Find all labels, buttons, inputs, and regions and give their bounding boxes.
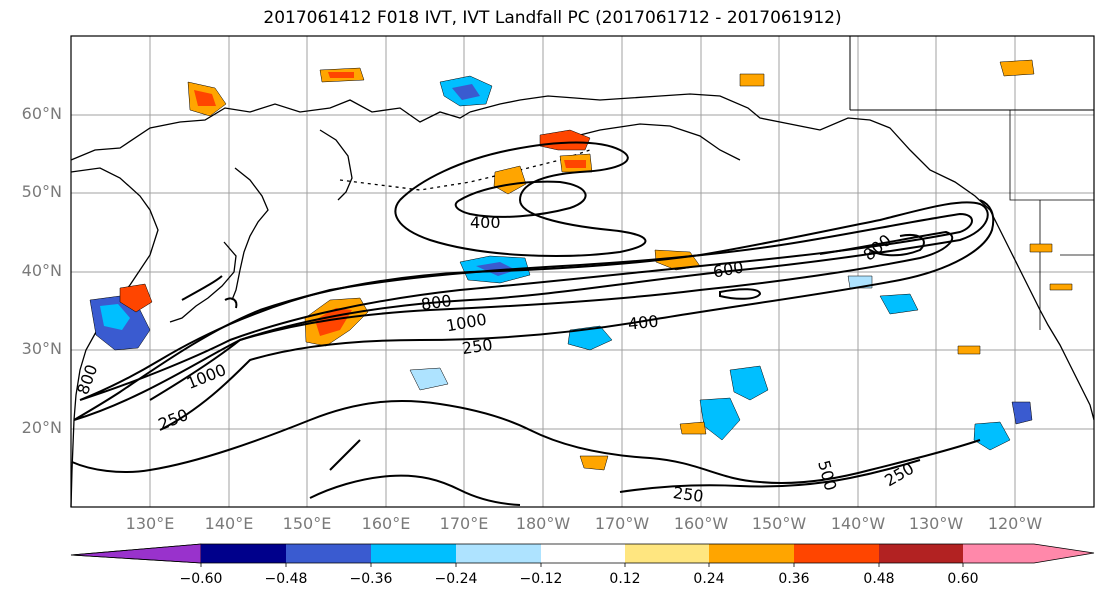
lat-label-50n: 50°N (21, 182, 62, 201)
colorbar-tick-label: 0.12 (609, 571, 641, 587)
contour-label: 400 (627, 311, 660, 334)
coastlines (70, 36, 1095, 508)
colorbar-tick-label: −0.60 (179, 571, 223, 587)
colorbar-tick-label: −0.24 (434, 571, 478, 587)
colorbar-tick-label: 0.60 (947, 571, 979, 587)
contour-label: 250 (671, 482, 705, 507)
lat-label-30n: 30°N (21, 339, 62, 358)
lon-label: 120°W (987, 514, 1043, 533)
lat-label-40n: 40°N (21, 261, 62, 280)
contour-label: 400 (470, 213, 501, 232)
colorbar-tick-label: −0.48 (264, 571, 308, 587)
lon-label: 130°W (908, 514, 964, 533)
lon-label: 160°E (361, 514, 411, 533)
ivt-contours (71, 141, 995, 506)
colorbar-tick-label: −0.36 (349, 571, 393, 587)
colorbar-tick-label: 0.48 (863, 571, 895, 587)
lat-label-60n: 60°N (21, 104, 62, 123)
lon-label: 170°E (439, 514, 489, 533)
colorbar (70, 543, 1095, 567)
colorbar-tick-label: −0.12 (519, 571, 563, 587)
lon-label: 140°E (204, 514, 254, 533)
lat-label-20n: 20°N (21, 418, 62, 437)
colorbar-tick-label: 0.24 (693, 571, 725, 587)
lon-label: 160°W (673, 514, 729, 533)
lon-label: 130°E (125, 514, 175, 533)
lon-label: 180°W (515, 514, 571, 533)
lon-label: 140°W (830, 514, 886, 533)
colorbar-tick-label: 0.36 (778, 571, 810, 587)
lon-label: 150°W (751, 514, 807, 533)
lon-label: 150°E (282, 514, 332, 533)
lon-label: 170°W (594, 514, 650, 533)
map-title: 2017061412 F018 IVT, IVT Landfall PC (20… (263, 8, 842, 28)
plot-frame (70, 35, 1095, 508)
